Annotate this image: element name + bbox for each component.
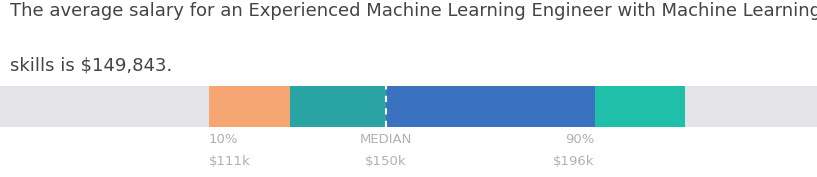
Text: 10%: 10% — [209, 133, 239, 145]
Text: MEDIAN: MEDIAN — [359, 133, 412, 145]
Bar — [595, 86, 685, 127]
Text: $111k: $111k — [209, 155, 251, 168]
Bar — [209, 86, 291, 127]
Text: skills is $149,843.: skills is $149,843. — [10, 56, 172, 75]
Bar — [386, 86, 595, 127]
Bar — [291, 86, 386, 127]
Text: 90%: 90% — [565, 133, 595, 145]
Text: The average salary for an Experienced Machine Learning Engineer with Machine Lea: The average salary for an Experienced Ma… — [10, 2, 817, 20]
Text: $196k: $196k — [553, 155, 595, 168]
Bar — [0, 86, 209, 127]
Text: $150k: $150k — [365, 155, 407, 168]
Bar — [685, 86, 817, 127]
